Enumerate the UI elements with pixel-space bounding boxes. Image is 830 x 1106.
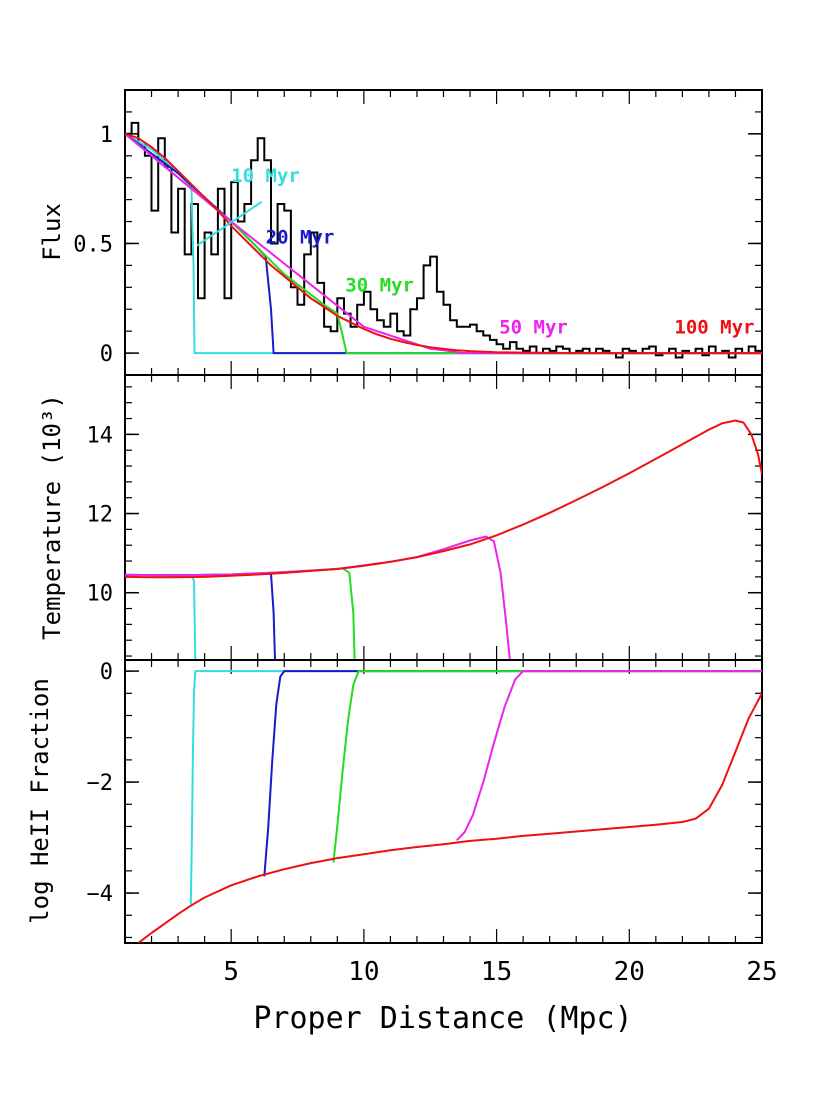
x-tick-label: 25 — [746, 957, 777, 987]
x-tick-label: 5 — [223, 957, 239, 987]
temperature-ytick-label: 10 — [87, 582, 114, 607]
panel-temperature-ticks: 10 12 14 — [87, 375, 762, 660]
flux-ytick-label: 1 — [100, 123, 113, 148]
series-label-50-myr: 50 Myr — [499, 316, 568, 338]
x-tick-label: 20 — [614, 957, 645, 987]
x-axis: 5 10 15 20 25 — [223, 957, 777, 987]
panel-heii-series — [137, 670, 762, 943]
temperature-series-100-myr — [125, 419, 762, 579]
panel-flux-ylabel: Flux — [38, 203, 66, 261]
flux-ytick-label: 0.5 — [73, 232, 113, 257]
panel-flux-frame — [124, 89, 763, 376]
heii-series-30-myr — [332, 670, 762, 863]
panel-flux-ticks: 00.51 — [73, 90, 762, 375]
heii-series-100-myr — [137, 692, 762, 943]
temperature-series-20-myr — [125, 572, 276, 660]
temperature-series-50-myr — [125, 535, 511, 660]
heii-ytick-label: −4 — [87, 882, 114, 907]
panel-flux-series — [125, 121, 762, 359]
panel-temperature-series — [125, 419, 762, 660]
panel-temperature: 10 12 14 Temperature (10³) — [38, 374, 763, 661]
annotation-pointer-10-myr — [196, 200, 263, 247]
flux-series-100-myr — [125, 132, 762, 355]
heii-ytick-label: 0 — [100, 660, 113, 685]
x-axis-label: Proper Distance (Mpc) — [253, 1001, 632, 1036]
flux-ytick-label: 0 — [100, 342, 113, 367]
panel-heii-frame — [124, 659, 763, 944]
panel-heii-ylabel: log HeII Fraction — [26, 678, 54, 924]
panel-temperature-ylabel: Temperature (10³) — [38, 394, 66, 640]
x-tick-label: 15 — [481, 957, 512, 987]
heii-series-50-myr — [456, 670, 762, 841]
flux-series-50-myr — [125, 133, 762, 355]
temperature-series-10-myr — [125, 573, 197, 660]
series-label-10-myr: 10 Myr — [231, 165, 300, 187]
panel-temperature-frame — [124, 374, 763, 661]
temperature-ytick-label: 14 — [87, 423, 114, 448]
heii-series-20-myr — [263, 670, 762, 877]
temperature-series-30-myr — [125, 567, 356, 660]
panel-flux-annotations: 10 Myr 20 Myr 30 Myr 50 Myr 100 Myr — [196, 165, 754, 338]
flux-series-10-myr — [125, 132, 762, 355]
series-label-100-myr: 100 Myr — [674, 316, 754, 338]
heii-ytick-label: −2 — [87, 771, 114, 796]
series-label-20-myr: 20 Myr — [266, 226, 335, 248]
flux-series-20-myr — [125, 132, 762, 355]
series-label-30-myr: 30 Myr — [345, 275, 414, 297]
flux-series-30-myr — [125, 133, 762, 355]
panel-heii-ticks: 0 −2 −4 — [87, 660, 762, 943]
temperature-ytick-label: 12 — [87, 503, 114, 528]
panel-heii: 0 −2 −4 log HeII Fraction — [26, 659, 763, 944]
x-tick-label: 10 — [348, 957, 379, 987]
